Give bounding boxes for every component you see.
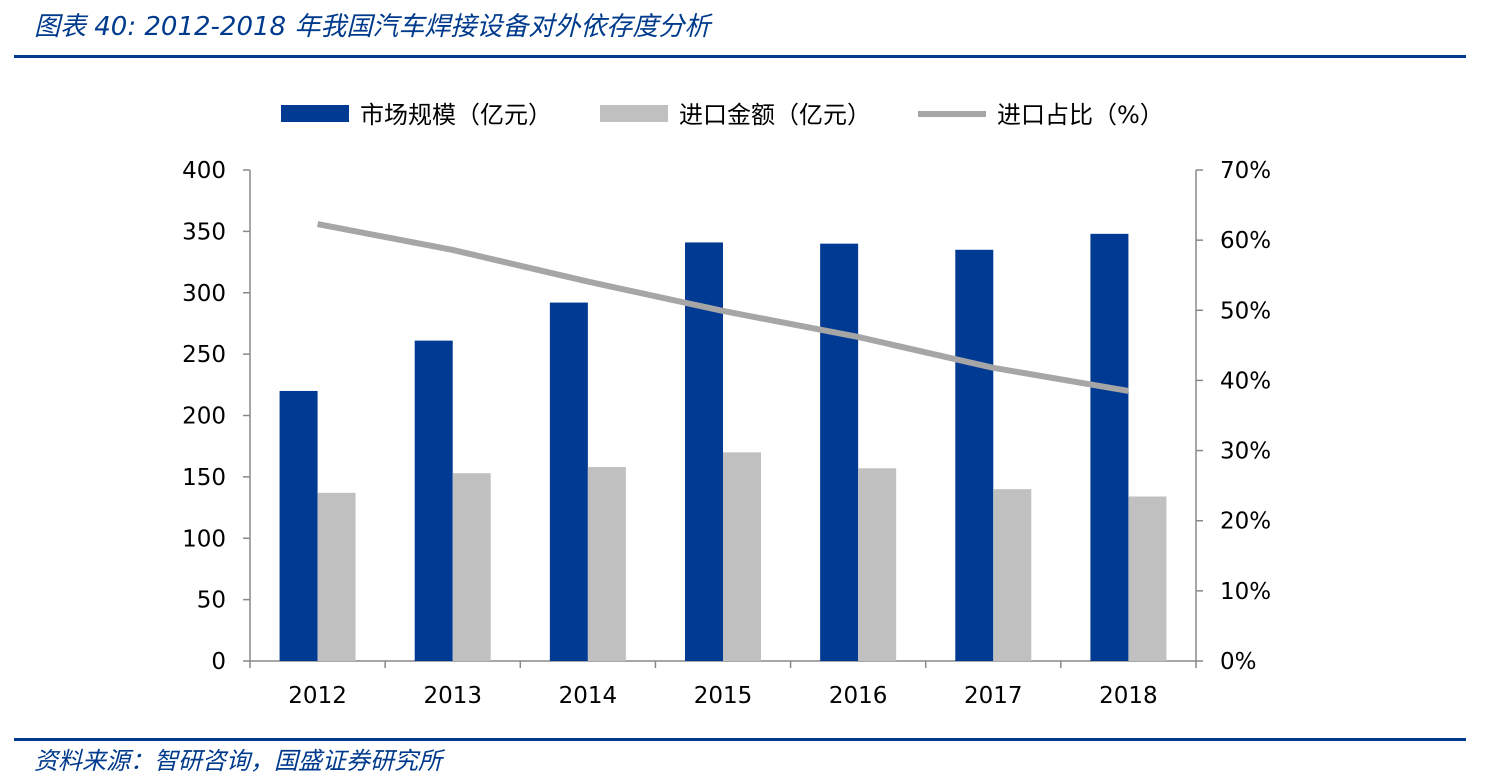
bar-market-size — [279, 390, 318, 661]
y-tick-label-left: 150 — [182, 465, 226, 491]
bar-import-amount — [317, 492, 356, 661]
figure-title: 图表 40: 2012-2018 年我国汽车焊接设备对外依存度分析 — [34, 12, 711, 42]
legend-label: 进口占比（%） — [997, 101, 1164, 129]
x-tick-label: 2015 — [694, 683, 753, 709]
bar-import-amount — [723, 452, 761, 661]
bar-import-amount — [858, 468, 897, 661]
bar-market-size — [955, 249, 994, 661]
x-tick-label: 2014 — [559, 683, 618, 709]
y-tick-label-left: 350 — [182, 219, 226, 245]
y-tick-label-left: 0 — [211, 649, 226, 675]
x-tick-label: 2017 — [964, 683, 1023, 709]
y-tick-label-left: 200 — [182, 404, 226, 430]
bar-import-amount — [993, 489, 1032, 661]
bar-market-size — [549, 302, 588, 661]
source-note: 资料来源：智研咨询，国盛证券研究所 — [34, 747, 442, 775]
chart-legend: 市场规模（亿元） 进口金额（亿元） 进口占比（%） — [281, 101, 1164, 129]
x-tick-label: 2012 — [288, 683, 347, 709]
legend-swatch — [281, 105, 349, 122]
legend-label: 市场规模（亿元） — [360, 101, 552, 129]
line-series — [317, 221, 1129, 394]
legend-item-market-size: 市场规模（亿元） — [281, 101, 552, 129]
source-rule — [14, 738, 1466, 741]
legend-swatch — [600, 105, 668, 122]
y-tick-label-right: 10% — [1220, 579, 1271, 605]
y-tick-label-right: 60% — [1220, 228, 1271, 254]
y-tick-label-right: 50% — [1220, 298, 1271, 324]
title-rule — [14, 55, 1466, 58]
x-tick-label: 2013 — [423, 683, 482, 709]
x-tick-label: 2016 — [829, 683, 888, 709]
y-tick-label-left: 100 — [182, 526, 226, 552]
y-tick-label-left: 250 — [182, 342, 226, 368]
x-tick-label: 2018 — [1099, 683, 1158, 709]
legend-label: 进口金额（亿元） — [679, 101, 871, 129]
y-tick-label-left: 50 — [197, 588, 226, 614]
bar-import-amount — [1128, 496, 1167, 661]
y-tick-label-left: 400 — [182, 158, 226, 184]
y-tick-label-right: 40% — [1220, 368, 1271, 394]
legend-item-import-amount: 进口金额（亿元） — [600, 101, 871, 129]
y-tick-label-left: 300 — [182, 281, 226, 307]
bar-import-amount — [452, 473, 491, 661]
y-tick-label-right: 70% — [1220, 158, 1271, 184]
line-import-ratio — [317, 221, 1129, 394]
legend-item-import-ratio: 进口占比（%） — [918, 101, 1164, 129]
bar-import-amount — [587, 467, 626, 661]
chart-axes: 0 50 100 150 200 250 300 350 400 0% 10% 20% 30% 40% 50… — [182, 158, 1271, 709]
y-tick-label-right: 30% — [1220, 439, 1271, 465]
bar-series — [279, 233, 1167, 662]
bar-market-size — [414, 340, 453, 661]
y-tick-label-right: 20% — [1220, 509, 1271, 535]
bar-market-size — [1090, 233, 1129, 661]
y-tick-label-right: 0% — [1220, 649, 1257, 675]
bar-market-size — [820, 243, 859, 661]
